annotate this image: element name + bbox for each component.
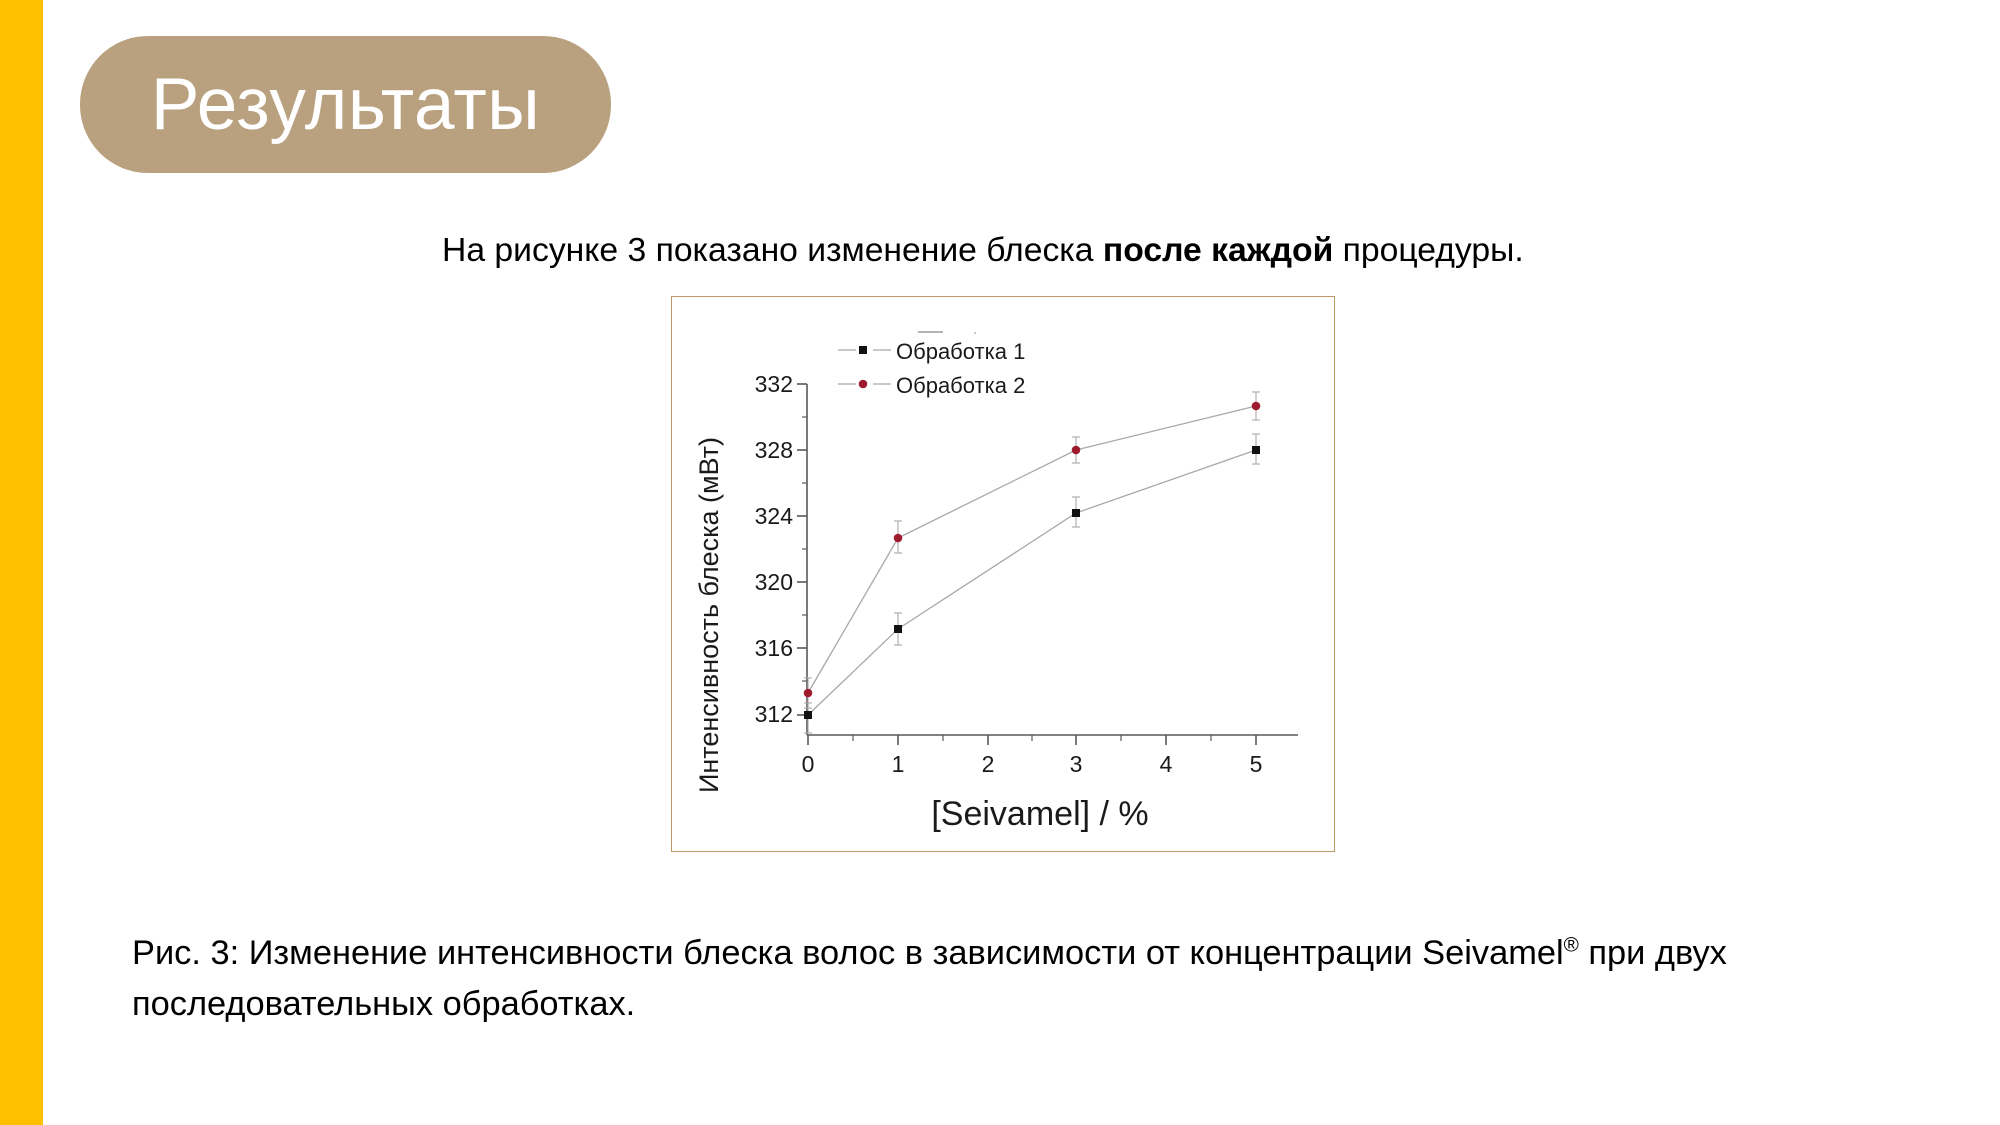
svg-text:332: 332 [755,371,793,397]
svg-text:4: 4 [1160,751,1173,777]
svg-text:316: 316 [755,635,793,661]
svg-text:324: 324 [755,503,794,529]
svg-text:320: 320 [755,569,793,595]
svg-text:Обработка 2: Обработка 2 [896,373,1025,398]
svg-text:5: 5 [1250,751,1263,777]
svg-text:1: 1 [892,751,905,777]
svg-text:Интенсивность блеска (мВт): Интенсивность блеска (мВт) [694,437,724,793]
svg-text:Обработка 1: Обработка 1 [896,339,1025,364]
svg-text:2: 2 [982,751,995,777]
svg-text:0: 0 [802,751,815,777]
svg-text:312: 312 [755,701,793,727]
svg-text:[Seivamel] / %: [Seivamel] / % [931,795,1148,833]
svg-text:3: 3 [1070,751,1083,777]
svg-text:328: 328 [755,437,793,463]
